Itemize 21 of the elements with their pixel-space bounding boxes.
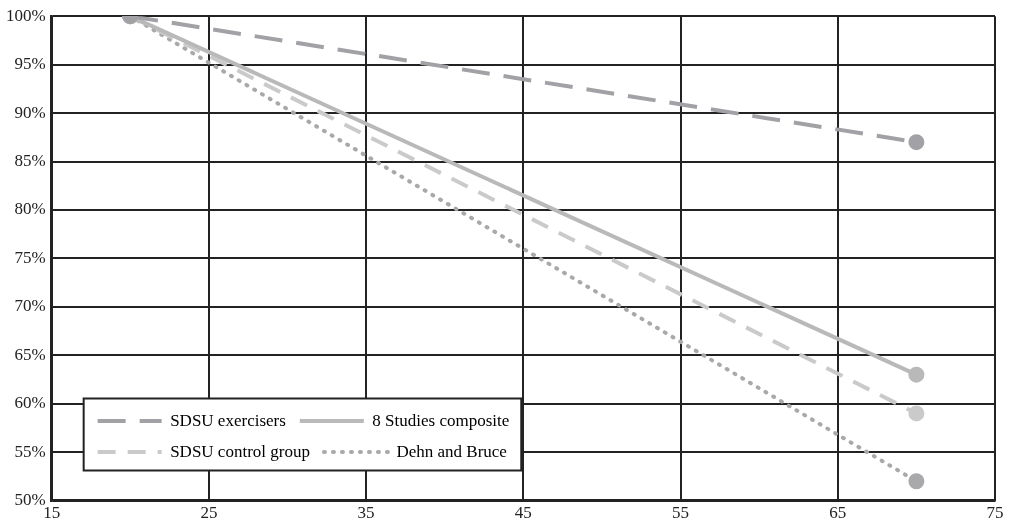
legend-label: SDSU exercisers bbox=[170, 410, 286, 430]
legend-label: Dehn and Bruce bbox=[396, 441, 507, 461]
y-tick-label: 60% bbox=[14, 393, 46, 413]
y-tick-label: 70% bbox=[14, 296, 46, 316]
x-tick-label: 55 bbox=[672, 503, 690, 523]
y-tick-label: 80% bbox=[14, 199, 46, 219]
x-tick-label: 25 bbox=[200, 503, 218, 523]
y-tick-label: 85% bbox=[14, 150, 46, 170]
y-tick-label: 65% bbox=[14, 344, 46, 364]
legend-label: SDSU control group bbox=[170, 441, 310, 461]
y-tick-label: 50% bbox=[14, 490, 46, 510]
x-tick-label: 45 bbox=[514, 503, 532, 523]
x-tick-label: 75 bbox=[986, 503, 1004, 523]
y-tick-label: 100% bbox=[5, 5, 46, 25]
x-tick-label: 65 bbox=[829, 503, 847, 523]
x-tick-label: 35 bbox=[357, 503, 375, 523]
y-tick-label: 90% bbox=[14, 102, 46, 122]
y-tick-label: 95% bbox=[14, 54, 46, 74]
y-tick-label: 55% bbox=[14, 441, 46, 461]
legend-label: 8 Studies composite bbox=[372, 410, 510, 430]
y-tick-label: 75% bbox=[14, 247, 46, 267]
